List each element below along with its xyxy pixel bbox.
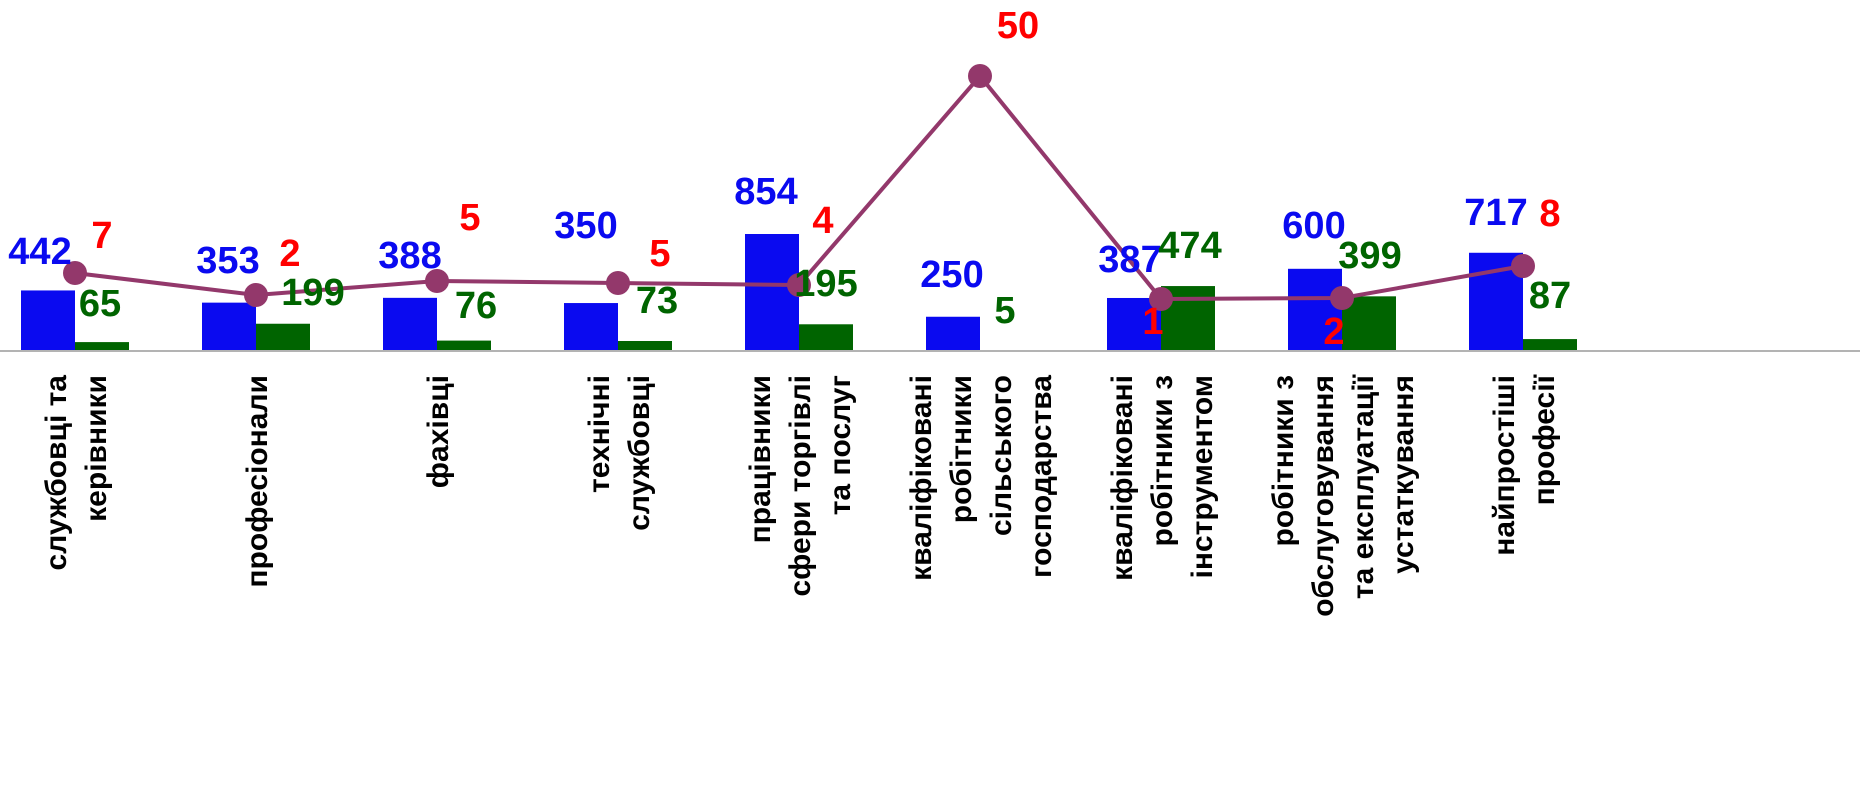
category-label-line: господарства — [1025, 375, 1058, 578]
category-label-line: службовці — [623, 375, 656, 531]
value-label-series3-4: 4 — [812, 200, 833, 242]
bar-series2-3 — [618, 340, 672, 351]
bar-series1-5 — [926, 316, 980, 351]
category-label-line: технічні — [583, 375, 616, 493]
category-label-line: кваліфіковані — [1106, 375, 1139, 581]
value-label-series3-1: 2 — [279, 233, 300, 275]
category-label-line: професії — [1528, 374, 1561, 505]
value-label-series3-5: 50 — [997, 5, 1039, 47]
bar-series1-1 — [202, 302, 256, 351]
category-label-line: кваліфіковані — [905, 375, 938, 581]
category-label-line: сільського — [985, 375, 1018, 536]
category-label-8: найпростіші професії — [1488, 374, 1561, 555]
value-label-series1-6: 387 — [1098, 239, 1161, 281]
line-point-1 — [244, 283, 268, 307]
line-point-0 — [63, 261, 87, 285]
value-label-series2-8: 87 — [1529, 275, 1571, 317]
category-label-line: фахівці — [422, 375, 455, 488]
category-label-line: сфери торгівлі — [784, 375, 817, 597]
category-label-line: робітники з — [1267, 375, 1300, 546]
bar-series1-0 — [21, 290, 75, 351]
category-label-line: та послуг — [824, 375, 857, 515]
category-label-line: устаткування — [1387, 375, 1420, 574]
value-label-series1-0: 442 — [8, 231, 71, 273]
category-label-1: професіонали — [241, 375, 274, 588]
value-label-series2-1: 199 — [281, 272, 344, 314]
category-label-0: службовці та керівники — [40, 375, 113, 571]
bar-series1-3 — [564, 303, 618, 351]
value-label-series3-8: 8 — [1539, 193, 1560, 235]
value-label-series1-7: 600 — [1282, 205, 1345, 247]
category-label-line: робітники — [945, 375, 978, 523]
value-label-series1-1: 353 — [196, 240, 259, 282]
bar-series1-2 — [383, 297, 437, 351]
line-point-7 — [1330, 286, 1354, 310]
line-point-5 — [968, 64, 992, 88]
bar-series2-8 — [1523, 339, 1577, 351]
category-label-line: обслуговування — [1307, 375, 1340, 617]
value-label-series2-6: 474 — [1158, 225, 1221, 267]
category-label-7: робітники з обслуговування та експлуатації… — [1267, 374, 1420, 616]
category-label-5: кваліфіковані робітники сільського господар… — [905, 375, 1058, 581]
value-label-series3-0: 7 — [91, 215, 112, 257]
value-label-series3-7: 2 — [1323, 311, 1344, 353]
category-label-line: інструментом — [1186, 375, 1219, 578]
value-label-series1-2: 388 — [378, 235, 441, 277]
category-label-line: професіонали — [241, 375, 274, 588]
bar-series2-4 — [799, 324, 853, 351]
value-label-series3-6: 1 — [1142, 301, 1163, 343]
line-point-2 — [425, 269, 449, 293]
value-label-series2-0: 65 — [79, 283, 121, 325]
value-label-series2-5: 5 — [994, 290, 1015, 332]
category-label-line: та експлуатації — [1347, 374, 1380, 599]
bar-series2-2 — [437, 340, 491, 351]
category-labels-layer: службовці та керівники професіонали фахівці… — [40, 374, 1561, 616]
line-point-6 — [1149, 287, 1173, 311]
line-point-3 — [606, 271, 630, 295]
bar-series1-7 — [1288, 268, 1342, 351]
value-label-series3-3: 5 — [649, 233, 670, 275]
line-point-4 — [787, 273, 811, 297]
category-label-line: працівники — [744, 375, 777, 543]
value-label-series2-4: 195 — [794, 263, 857, 305]
value-label-series2-7: 399 — [1338, 235, 1401, 277]
category-label-3: технічні службовці — [583, 375, 656, 531]
line-series-layer — [63, 64, 1535, 311]
category-label-2: фахівці — [422, 375, 455, 488]
value-label-series1-8: 717 — [1464, 192, 1527, 234]
category-label-line: робітники з — [1146, 375, 1179, 546]
bar-series2-0 — [75, 342, 129, 351]
category-label-6: кваліфіковані робітники з інструментом — [1106, 375, 1219, 581]
value-label-series2-3: 73 — [636, 280, 678, 322]
bar-series2-1 — [256, 323, 310, 351]
category-label-4: працівники сфери торгівлі та послуг — [744, 375, 857, 597]
line-point-8 — [1511, 254, 1535, 278]
value-label-series3-2: 5 — [459, 197, 480, 239]
category-label-line: службовці та — [40, 375, 73, 571]
category-label-line: керівники — [80, 375, 113, 522]
value-label-series1-5: 250 — [920, 254, 983, 296]
category-label-line: найпростіші — [1488, 375, 1521, 556]
bars-layer — [21, 234, 1577, 351]
value-label-series1-3: 350 — [554, 205, 617, 247]
value-label-series1-4: 854 — [734, 171, 797, 213]
value-label-series2-2: 76 — [455, 285, 497, 327]
